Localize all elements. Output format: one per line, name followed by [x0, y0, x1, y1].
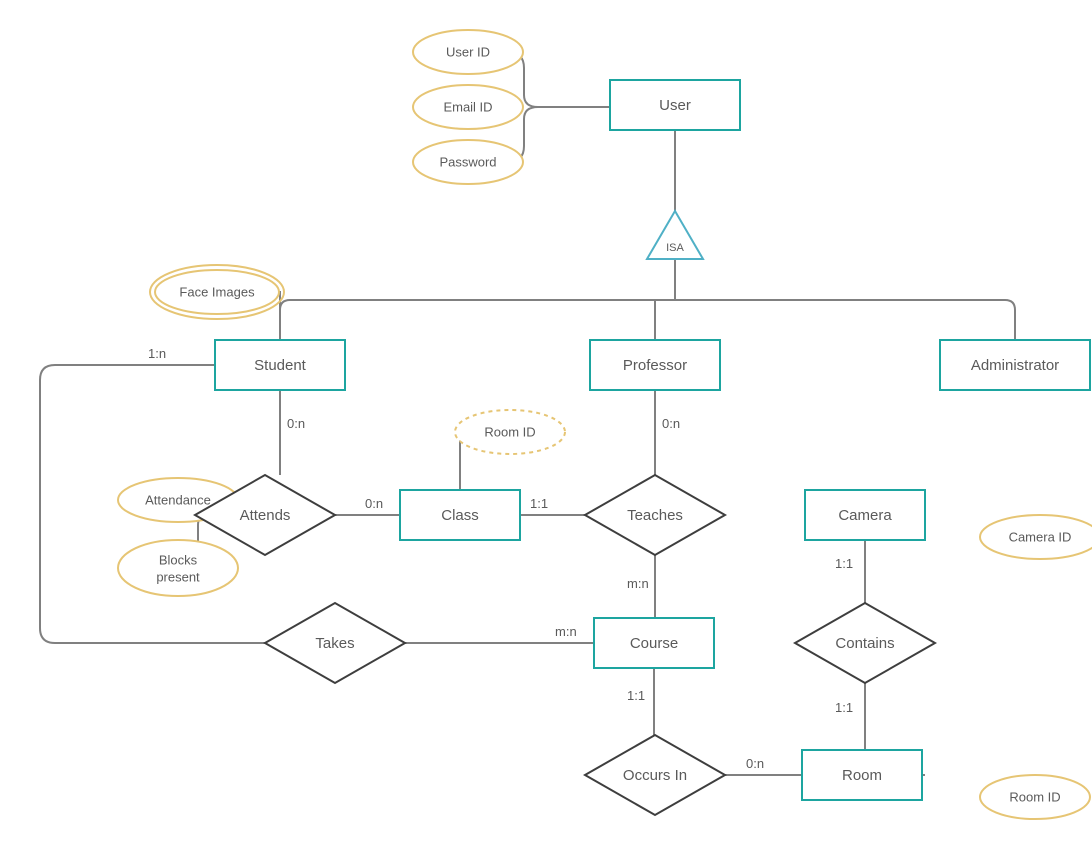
card-prof_teaches: 0:n [662, 416, 680, 431]
svg-text:Attends: Attends [240, 507, 291, 524]
svg-text:Occurs In: Occurs In [623, 767, 687, 784]
entity-user-label: User [659, 97, 691, 114]
svg-text:Room ID: Room ID [484, 424, 535, 439]
entity-professor-label: Professor [623, 357, 687, 374]
card-teaches_course: m:n [627, 576, 649, 591]
svg-text:Teaches: Teaches [627, 507, 683, 524]
svg-text:Takes: Takes [315, 635, 354, 652]
svg-text:User ID: User ID [446, 44, 490, 59]
card-contains_room: 1:1 [835, 700, 853, 715]
svg-text:ISA: ISA [666, 242, 684, 254]
svg-text:Blocks: Blocks [159, 552, 198, 567]
card-attends_class: 0:n [365, 496, 383, 511]
er-diagram: User Student Professor Administrator Class Co… [0, 0, 1092, 858]
entity-student-label: Student [254, 357, 307, 374]
card-student_takes: 1:n [148, 346, 166, 361]
svg-text:Camera ID: Camera ID [1009, 529, 1072, 544]
svg-text:present: present [156, 569, 200, 584]
entity-camera-label: Camera [838, 507, 892, 524]
card-course_occurs: 1:1 [627, 688, 645, 703]
card-student_attends: 0:n [287, 416, 305, 431]
entity-room-label: Room [842, 767, 882, 784]
entity-administrator-label: Administrator [971, 357, 1059, 374]
svg-text:Attendance: Attendance [145, 492, 211, 507]
card-occurs_room: 0:n [746, 756, 764, 771]
card-class_teaches: 1:1 [530, 496, 548, 511]
entity-class-label: Class [441, 507, 479, 524]
shapes-layer [118, 30, 1092, 819]
entity-course-label: Course [630, 635, 678, 652]
card-takes_course: m:n [555, 624, 577, 639]
card-camera_contains: 1:1 [835, 556, 853, 571]
attr-blocks [118, 540, 238, 596]
svg-text:Room ID: Room ID [1009, 789, 1060, 804]
svg-text:Email ID: Email ID [443, 99, 492, 114]
svg-text:Password: Password [439, 154, 496, 169]
svg-text:Face Images: Face Images [179, 284, 255, 299]
svg-text:Contains: Contains [835, 635, 894, 652]
